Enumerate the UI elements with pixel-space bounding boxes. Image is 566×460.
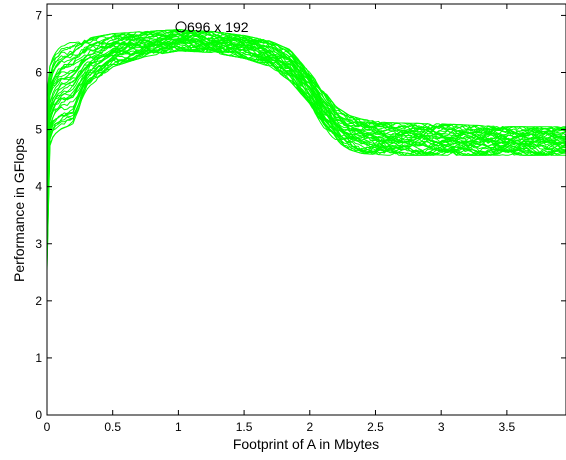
x-tick-label: 1: [175, 420, 182, 434]
y-tick-label: 1: [35, 351, 42, 365]
y-axis: 0 1 2 3 4 5 6 7: [35, 8, 566, 422]
y-tick-label: 5: [35, 123, 42, 137]
y-tick-label: 0: [35, 408, 42, 422]
series-line: [47, 35, 566, 182]
series-line: [47, 29, 566, 132]
series-line: [47, 38, 566, 196]
series-line: [47, 37, 566, 192]
series-line: [47, 39, 566, 211]
series-line: [47, 38, 566, 202]
x-tick-label: 0.5: [104, 420, 121, 434]
y-tick-label: 7: [35, 8, 42, 22]
series-line: [47, 33, 566, 157]
series-line: [47, 41, 566, 222]
series-line: [47, 29, 566, 132]
series-line: [47, 30, 566, 139]
y-tick-label: 6: [35, 66, 42, 80]
series-line: [47, 37, 566, 214]
x-axis: 0 0.5 1 1.5 2 2.5 3 3.5: [44, 4, 516, 434]
x-tick-label: 2: [306, 420, 313, 434]
series-layer: [47, 29, 566, 272]
x-tick-label: 3.5: [499, 420, 516, 434]
series-line: [47, 45, 566, 250]
y-tick-label: 4: [35, 180, 42, 194]
annotation-label: 696 x 192: [187, 19, 249, 35]
series-line: [47, 30, 566, 134]
y-tick-label: 2: [35, 294, 42, 308]
annotation-marker: [175, 21, 187, 33]
x-tick-label: 3: [438, 420, 445, 434]
x-tick-label: 2.5: [367, 420, 384, 434]
x-axis-label: Footprint of A in Mbytes: [233, 436, 379, 452]
y-tick-label: 3: [35, 237, 42, 251]
x-tick-label: 1.5: [236, 420, 253, 434]
y-axis-label: Performance in GFlops: [11, 138, 27, 282]
x-tick-label: 0: [44, 420, 51, 434]
plot-frame: [46, 3, 566, 416]
series-line: [47, 46, 566, 268]
